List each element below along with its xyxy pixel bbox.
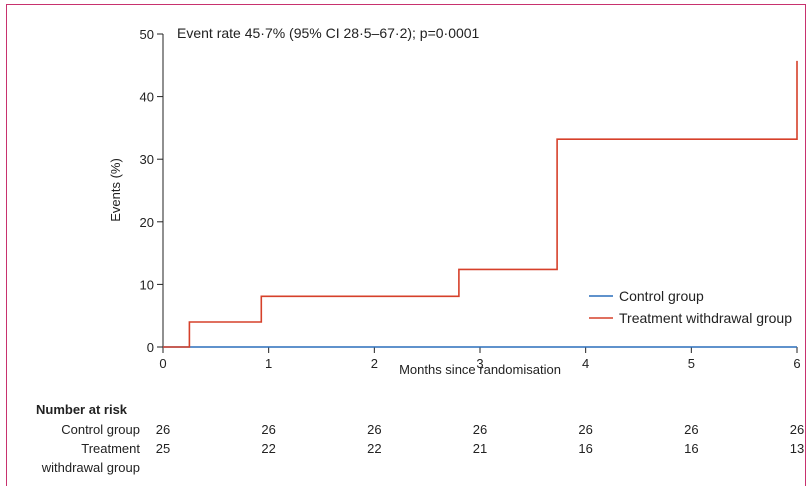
risk-value: 16 [684,441,698,456]
y-tick-label: 0 [147,340,154,355]
x-tick-label: 5 [688,356,695,371]
x-tick-label: 0 [159,356,166,371]
risk-value: 26 [578,422,592,437]
risk-value: 26 [790,422,804,437]
x-tick-label: 4 [582,356,589,371]
legend-label: Treatment withdrawal group [619,310,792,326]
risk-value: 22 [261,441,275,456]
x-tick-label: 1 [265,356,272,371]
series-line-treatment-withdrawal-group [163,60,798,348]
x-tick-label: 6 [793,356,800,371]
event-rate-annotation: Event rate 45·7% (95% CI 28·5–67·2); p=0… [177,25,480,41]
y-tick-label: 20 [140,215,154,230]
risk-value: 26 [156,422,170,437]
y-tick-label: 10 [140,277,154,292]
y-tick-label: 40 [140,90,154,105]
risk-value: 21 [473,441,487,456]
risk-value: 16 [578,441,592,456]
risk-row-label: Treatment [81,441,140,456]
risk-value: 26 [473,422,487,437]
risk-table: Number at risk Control group 26 26 26 26 26 26… [36,402,804,475]
risk-row-label: Control group [61,422,140,437]
risk-value: 26 [261,422,275,437]
risk-value: 13 [790,441,804,456]
x-tick-label: 3 [476,356,483,371]
risk-value: 26 [684,422,698,437]
legend: Control group Treatment withdrawal group [589,288,792,326]
x-axis-label: Months since randomisation [399,362,561,377]
legend-label: Control group [619,288,704,304]
risk-value: 26 [367,422,381,437]
risk-value: 22 [367,441,381,456]
y-tick-label: 50 [140,27,154,42]
y-tick-label: 30 [140,152,154,167]
risk-row-label: withdrawal group [41,460,140,475]
risk-value: 25 [156,441,170,456]
figure-frame [6,4,806,486]
series-layer [163,60,798,348]
y-axis-label: Events (%) [108,158,123,222]
x-tick-label: 2 [371,356,378,371]
risk-table-title: Number at risk [36,402,128,417]
